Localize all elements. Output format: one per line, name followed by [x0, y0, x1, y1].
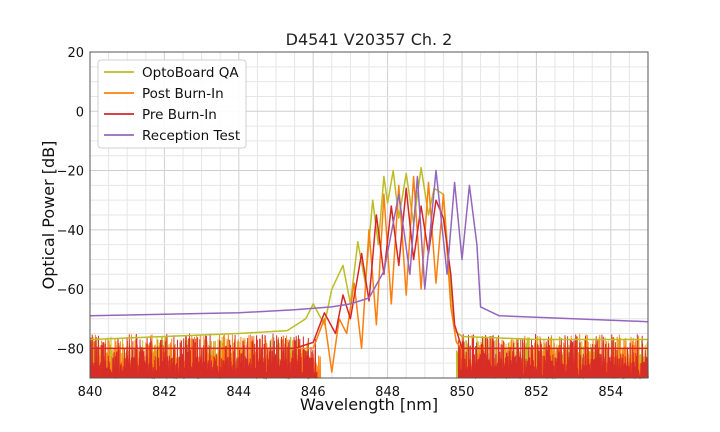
legend-label: Pre Burn-In: [142, 107, 217, 123]
legend-label: Post Burn-In: [142, 86, 224, 102]
y-tick-label: −60: [57, 283, 84, 298]
series-line-2: [90, 187, 648, 350]
y-axis-label: Optical Power [dB]: [39, 141, 58, 290]
tick-labels: 840 842 844 846 848 850 852 854 20 0 −20 −40 −60 −80: [57, 46, 624, 400]
legend-label: OptoBoard QA: [142, 65, 239, 81]
chart-title: D4541 V20357 Ch. 2: [286, 30, 453, 49]
y-tick-label: −20: [57, 165, 84, 180]
plot-frame: [89, 51, 649, 379]
x-tick-label: 854: [598, 385, 623, 400]
x-axis-label: Wavelength [nm]: [300, 395, 438, 414]
series-line-3: [89, 169, 649, 323]
x-tick-label: 846: [301, 385, 326, 400]
y-tick-label: 0: [76, 105, 84, 120]
legend-box: [97, 59, 247, 149]
y-tick-label: −40: [57, 224, 84, 239]
x-tick-label: 842: [152, 385, 177, 400]
x-tick-label: 852: [524, 385, 549, 400]
legend-label: Reception Test: [142, 128, 240, 144]
y-tick-label: 20: [67, 46, 84, 61]
x-tick-label: 848: [375, 385, 400, 400]
legend: OptoBoard QA Post Burn-In Pre Burn-In Recep…: [97, 59, 247, 149]
x-tick-label: 844: [226, 385, 251, 400]
noise-trace: [89, 333, 318, 380]
x-tick-label: 840: [78, 385, 103, 400]
y-tick-label: −80: [57, 342, 84, 357]
x-tick-label: 850: [450, 385, 475, 400]
series-lines: [89, 166, 649, 373]
